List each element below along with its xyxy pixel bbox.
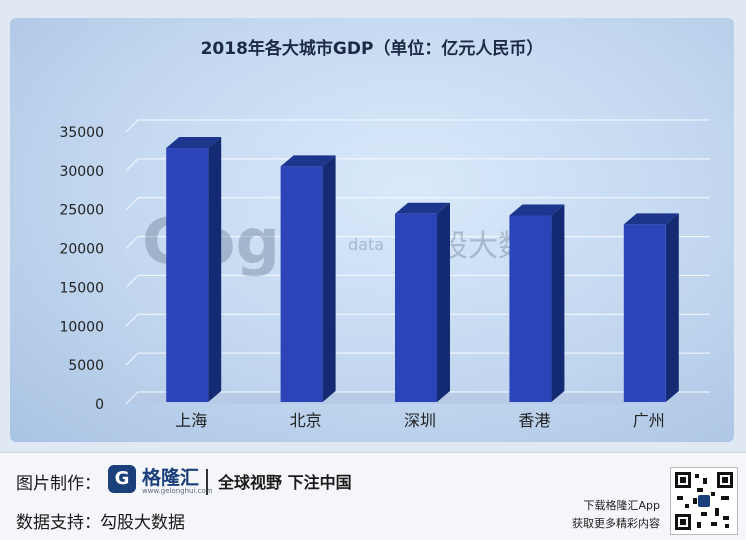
- bar-front: [509, 215, 552, 402]
- bar-front: [623, 224, 666, 402]
- brand-name: 格隆汇: [142, 467, 200, 489]
- x-tick-label: 广州: [633, 411, 665, 430]
- chart-panel: 2018年各大城市GDP（单位：亿元人民币） Gogu data 勾股大数据 0…: [10, 18, 734, 442]
- x-tick-label: 香港: [518, 411, 550, 430]
- chart-title: 2018年各大城市GDP（单位：亿元人民币）: [201, 38, 544, 59]
- bar-side: [665, 213, 679, 402]
- qr-code-icon[interactable]: [670, 467, 738, 535]
- brand-logo: G 格隆汇 www.gelonghui.com: [108, 463, 213, 497]
- bar-4: [623, 213, 679, 402]
- bar-side: [208, 137, 222, 402]
- data-source: 勾股大数据: [100, 513, 185, 533]
- x-tick-label: 北京: [290, 411, 322, 430]
- app-promo-download: 下载格隆汇App: [583, 499, 661, 512]
- y-tick-label: 35000: [59, 125, 104, 141]
- y-tick-label: 25000: [59, 203, 104, 219]
- bar-top: [623, 213, 679, 225]
- bar-0: [166, 137, 222, 402]
- x-tick-label: 深圳: [404, 411, 436, 430]
- footer: 图片制作： G 格隆汇 www.gelonghui.com 全球视野 下注中国 …: [0, 452, 746, 540]
- bar-side: [322, 155, 336, 402]
- bar-3: [509, 204, 565, 402]
- bar-top: [166, 137, 222, 149]
- y-tick-label: 15000: [59, 280, 104, 296]
- bar-side: [551, 204, 565, 402]
- bar-1: [280, 155, 336, 402]
- bar-side: [437, 202, 450, 402]
- bar-front: [395, 213, 437, 402]
- gridline: [125, 119, 710, 133]
- y-tick-label: 20000: [59, 242, 104, 258]
- brand-mark-icon: G: [108, 465, 136, 493]
- bar-chart: 2018年各大城市GDP（单位：亿元人民币） Gogu data 勾股大数据 0…: [59, 38, 710, 430]
- data-label: 数据支持：: [16, 513, 101, 533]
- y-tick-label: 30000: [59, 164, 104, 180]
- gridline: [125, 158, 710, 172]
- credit-label: 图片制作：: [16, 474, 101, 494]
- gridline: [125, 197, 710, 211]
- y-tick-label: 0: [95, 397, 104, 413]
- brand-url: www.gelonghui.com: [142, 487, 213, 495]
- bar-front: [166, 148, 209, 402]
- watermark-sub: data: [348, 235, 384, 254]
- bar-top: [509, 204, 565, 216]
- footer-divider: [206, 469, 208, 495]
- x-tick-label: 上海: [175, 411, 207, 430]
- y-tick-label: 5000: [68, 358, 104, 374]
- bar-top: [280, 155, 336, 167]
- y-tick-label: 10000: [59, 319, 104, 335]
- app-promo-content: 获取更多精彩内容: [572, 517, 660, 530]
- bar-front: [280, 166, 323, 402]
- bar-2: [395, 202, 450, 402]
- bar-top: [395, 202, 450, 214]
- slogan: 全球视野 下注中国: [218, 473, 352, 492]
